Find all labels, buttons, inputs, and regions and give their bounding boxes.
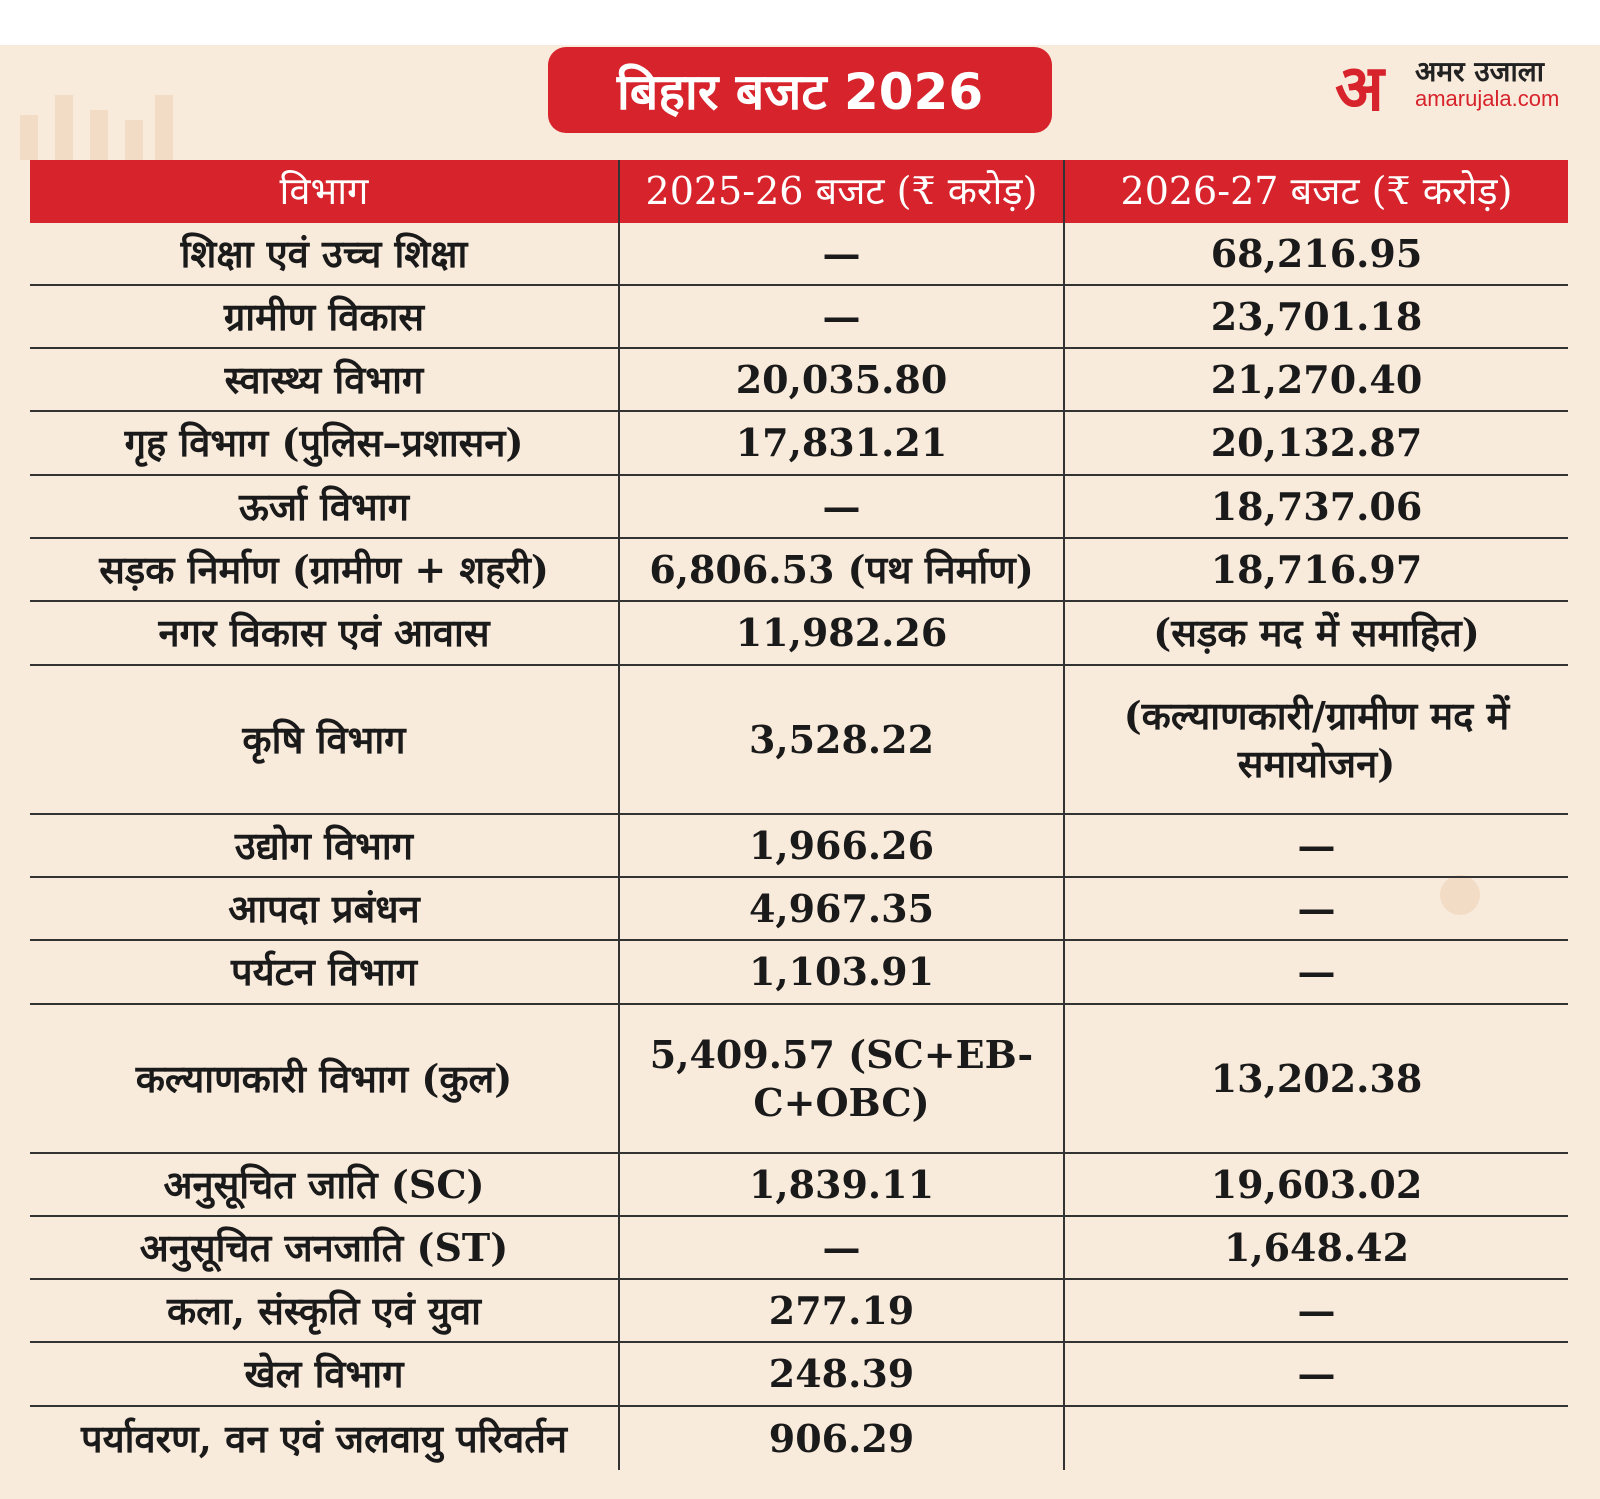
header-cell: 2026-27 बजट (₹ करोड़) bbox=[1120, 168, 1513, 213]
table-cell: 20,035.80 bbox=[620, 349, 1065, 410]
table-row: पर्यावरण, वन एवं जलवायु परिवर्तन 906.29 bbox=[30, 1407, 1568, 1470]
table-cell: — bbox=[620, 1217, 1065, 1278]
table-row: शिक्षा एवं उच्च शिक्षा — 68,216.95 bbox=[30, 223, 1568, 286]
table-cell: 906.29 bbox=[620, 1407, 1065, 1470]
table-cell: 11,982.26 bbox=[620, 602, 1065, 664]
logo-name: अमर उजाला bbox=[1415, 55, 1544, 88]
header-row: विभाग 2025-26 बजट (₹ करोड़) 2026-27 बजट (₹… bbox=[30, 160, 1568, 223]
table-row: खेल विभाग 248.39 — bbox=[30, 1343, 1568, 1407]
table-row: अनुसूचित जनजाति (ST) — 1,648.42 bbox=[30, 1217, 1568, 1280]
logo-url: amarujala.com bbox=[1415, 86, 1560, 111]
table-cell: (कल्याणकारी/ग्रामीण मद में समायोजन) bbox=[1123, 693, 1510, 786]
table-row: पर्यटन विभाग 1,103.91 — bbox=[30, 941, 1568, 1005]
table-cell: ग्रामीण विकास bbox=[30, 286, 620, 347]
table-cell: उद्योग विभाग bbox=[30, 815, 620, 876]
table-cell: — bbox=[1297, 822, 1336, 868]
table-row: अनुसूचित जाति (SC) 1,839.11 19,603.02 bbox=[30, 1154, 1568, 1217]
table-row: ऊर्जा विभाग — 18,737.06 bbox=[30, 476, 1568, 539]
table-cell: 13,202.38 bbox=[1210, 1055, 1423, 1101]
table-row: आपदा प्रबंधन 4,967.35 — bbox=[30, 878, 1568, 941]
table-cell: शिक्षा एवं उच्च शिक्षा bbox=[30, 223, 620, 284]
logo: अ अमर उजाला amarujala.com bbox=[1335, 50, 1595, 126]
table-cell: — bbox=[1297, 949, 1336, 995]
table-cell: 4,967.35 bbox=[620, 878, 1065, 939]
title: बिहार बजट 2026 bbox=[548, 47, 1052, 133]
table-cell: — bbox=[1297, 1351, 1336, 1397]
table-cell: कृषि विभाग bbox=[30, 666, 620, 813]
header-cell: विभाग bbox=[30, 160, 620, 223]
table-cell: 1,103.91 bbox=[620, 941, 1065, 1003]
table-cell: 248.39 bbox=[620, 1343, 1065, 1405]
table-cell: 17,831.21 bbox=[620, 412, 1065, 474]
table-row: कृषि विभाग 3,528.22 (कल्याणकारी/ग्रामीण मद… bbox=[30, 666, 1568, 815]
table-cell: 23,701.18 bbox=[1210, 293, 1423, 339]
table-cell: पर्यावरण, वन एवं जलवायु परिवर्तन bbox=[30, 1407, 620, 1470]
table-cell: 20,132.87 bbox=[1210, 420, 1423, 466]
logo-mark: अ bbox=[1335, 52, 1384, 126]
table-row: कल्याणकारी विभाग (कुल) 5,409.57 (SC+EB-C+… bbox=[30, 1005, 1568, 1154]
table-cell: 5,409.57 (SC+EB-C+OBC) bbox=[620, 1005, 1065, 1152]
table-cell: 277.19 bbox=[620, 1280, 1065, 1341]
table-cell: 6,806.53 (पथ निर्माण) bbox=[620, 539, 1065, 600]
table-cell: सड़क निर्माण (ग्रामीण + शहरी) bbox=[30, 539, 620, 600]
table-cell: पर्यटन विभाग bbox=[30, 941, 620, 1003]
table-cell: 19,603.02 bbox=[1210, 1161, 1423, 1207]
table-cell: 3,528.22 bbox=[620, 666, 1065, 813]
table-cell: 1,648.42 bbox=[1223, 1224, 1410, 1270]
table-cell: (सड़क मद में समाहित) bbox=[1153, 610, 1480, 656]
table-cell: — bbox=[620, 223, 1065, 284]
table-cell: कल्याणकारी विभाग (कुल) bbox=[30, 1005, 620, 1152]
decoration bbox=[55, 95, 73, 160]
table-cell: 21,270.40 bbox=[1210, 356, 1423, 402]
table-cell: 1,839.11 bbox=[620, 1154, 1065, 1215]
decoration bbox=[155, 95, 173, 160]
table-cell: कला, संस्कृति एवं युवा bbox=[30, 1280, 620, 1341]
table-cell: अनुसूचित जाति (SC) bbox=[30, 1154, 620, 1215]
table-cell: 1,966.26 bbox=[620, 815, 1065, 876]
table-row: उद्योग विभाग 1,966.26 — bbox=[30, 815, 1568, 878]
header-cell: 2025-26 बजट (₹ करोड़) bbox=[620, 160, 1065, 223]
table-cell: स्वास्थ्य विभाग bbox=[30, 349, 620, 410]
table-cell: अनुसूचित जनजाति (ST) bbox=[30, 1217, 620, 1278]
decoration bbox=[125, 120, 143, 160]
table-cell: 18,716.97 bbox=[1210, 546, 1423, 592]
table-cell bbox=[1065, 1407, 1568, 1470]
table-row: ग्रामीण विकास — 23,701.18 bbox=[30, 286, 1568, 349]
background bbox=[0, 45, 1600, 1499]
table-cell: — bbox=[620, 476, 1065, 537]
decoration bbox=[1440, 875, 1480, 915]
table-cell: नगर विकास एवं आवास bbox=[30, 602, 620, 664]
table-row: कला, संस्कृति एवं युवा 277.19 — bbox=[30, 1280, 1568, 1343]
table: विभाग 2025-26 बजट (₹ करोड़) 2026-27 बजट (₹… bbox=[30, 160, 1568, 1470]
table-row: गृह विभाग (पुलिस–प्रशासन) 17,831.21 20,132… bbox=[30, 412, 1568, 476]
table-cell: — bbox=[620, 286, 1065, 347]
table-cell: — bbox=[1297, 1287, 1336, 1333]
decoration bbox=[20, 115, 38, 160]
table-cell: — bbox=[1297, 885, 1336, 931]
table-cell: खेल विभाग bbox=[30, 1343, 620, 1405]
table-row: सड़क निर्माण (ग्रामीण + शहरी) 6,806.53 (प… bbox=[30, 539, 1568, 602]
table-cell: 68,216.95 bbox=[1210, 230, 1423, 276]
table-row: स्वास्थ्य विभाग 20,035.80 21,270.40 bbox=[30, 349, 1568, 412]
decoration bbox=[90, 110, 108, 160]
table-cell: आपदा प्रबंधन bbox=[30, 878, 620, 939]
table-cell: गृह विभाग (पुलिस–प्रशासन) bbox=[30, 412, 620, 474]
table-cell: ऊर्जा विभाग bbox=[30, 476, 620, 537]
table-row: नगर विकास एवं आवास 11,982.26 (सड़क मद में … bbox=[30, 602, 1568, 666]
table-cell: 18,737.06 bbox=[1210, 483, 1423, 529]
